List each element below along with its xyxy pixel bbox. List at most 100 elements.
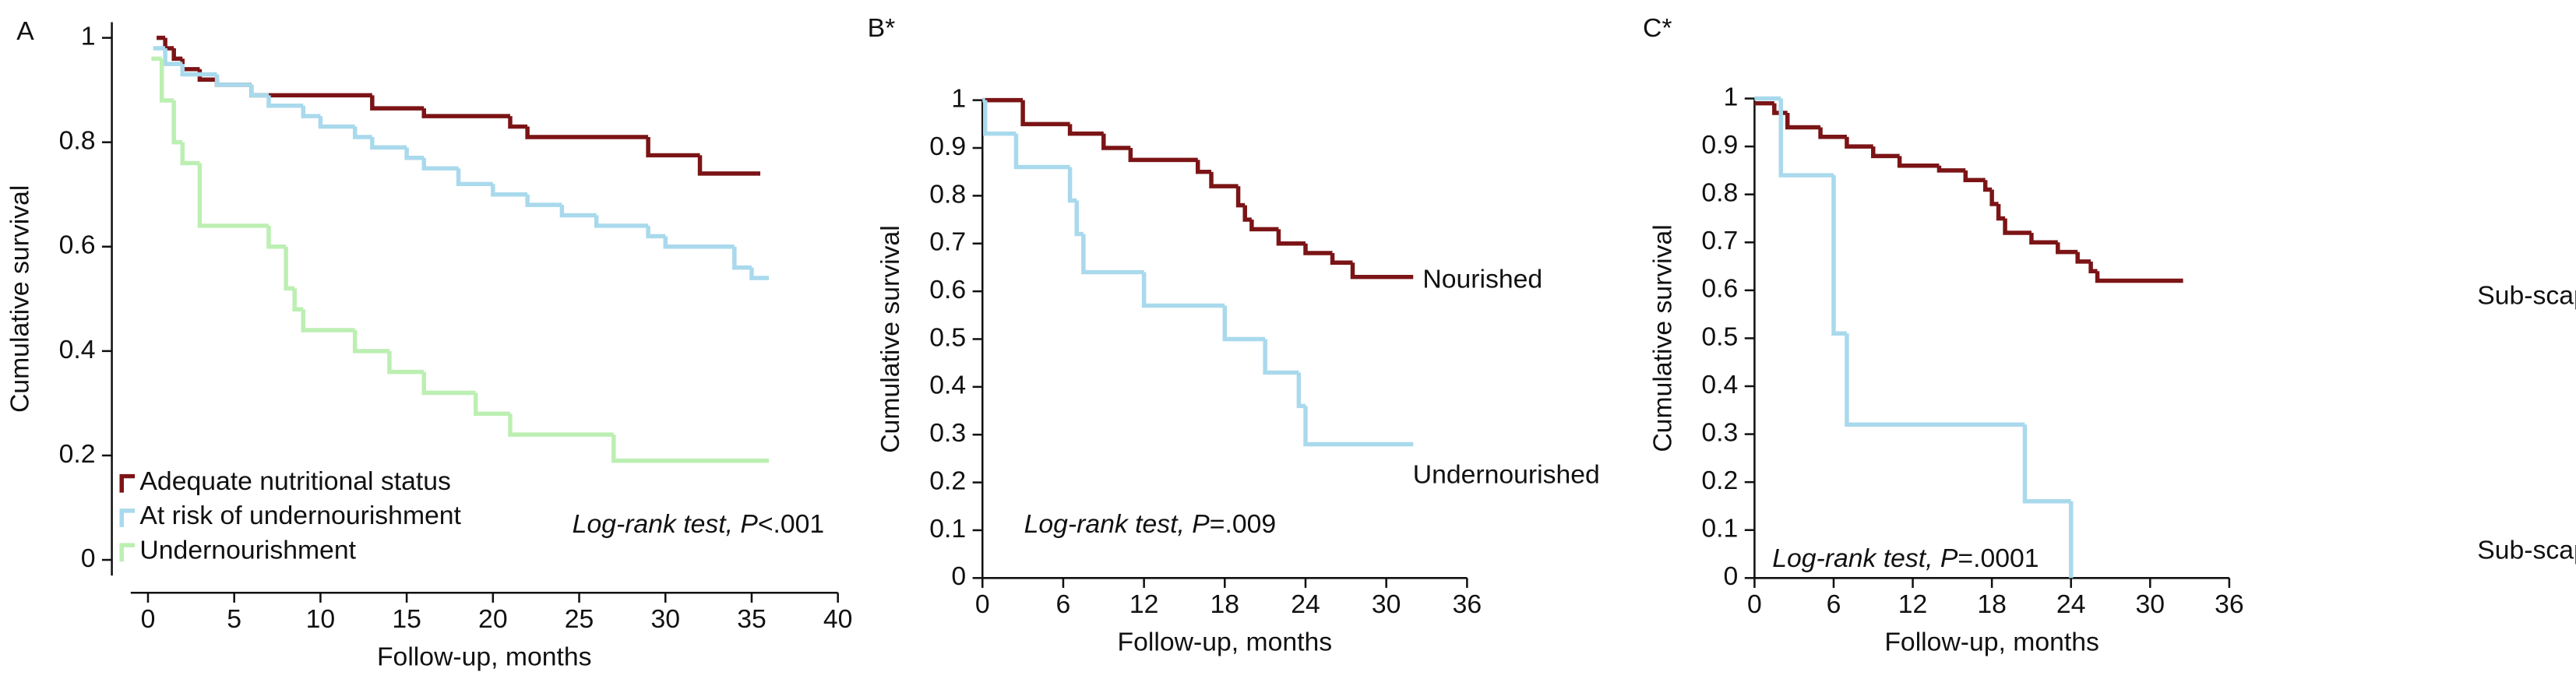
survival-step: [2022, 424, 2071, 504]
survival-step: [163, 47, 183, 66]
y-tick-label: 0: [81, 544, 96, 573]
survival-step: [284, 246, 295, 291]
series-label: Undernourished: [1413, 459, 1600, 489]
panel-label: B*: [868, 13, 896, 43]
survival-step: [1276, 229, 1306, 246]
y-tick-label: 0: [1724, 561, 1739, 591]
y-tick-label: 0.4: [1701, 370, 1738, 399]
x-tick-label: 30: [1372, 589, 1401, 619]
survival-step: [646, 225, 666, 239]
survival-step: [1296, 372, 1306, 409]
survival-step: [1897, 156, 1940, 168]
survival-step: [611, 434, 770, 463]
y-tick-label: 0.4: [59, 335, 96, 364]
survival-step: [2088, 261, 2098, 273]
survival-step: [266, 225, 287, 249]
y-axis-title: Cumulative survival: [876, 225, 905, 452]
legend-swatch: [119, 508, 136, 527]
survival-step: [1778, 98, 1834, 178]
y-tick-label: 0.9: [929, 132, 966, 161]
survival-step: [404, 147, 425, 160]
survival-step: [646, 136, 700, 158]
y-tick-label: 0.5: [1701, 322, 1738, 351]
annotation: Log-rank test, P<.001: [573, 509, 824, 539]
survival-step: [1013, 133, 1070, 170]
y-tick-label: 0.8: [59, 126, 96, 156]
y-axis-title: Cumulative survival: [5, 185, 35, 413]
survival-step: [1996, 204, 2006, 221]
survival-step: [301, 309, 355, 332]
x-axis-title: Follow-up, months: [1118, 628, 1333, 657]
survival-step: [1081, 234, 1144, 275]
survival-step: [387, 350, 425, 375]
y-axis-title: Cumulative survival: [1647, 224, 1677, 452]
survival-step: [456, 168, 493, 187]
x-tick-label: 15: [392, 604, 421, 634]
survival-step: [1074, 200, 1084, 237]
survival-step: [171, 47, 183, 62]
survival-step: [525, 194, 562, 207]
x-tick-label: 6: [1056, 589, 1071, 619]
survival-step: [1831, 175, 1847, 336]
annotation-value: <.001: [758, 509, 824, 539]
y-tick-label: 1: [1724, 82, 1739, 111]
y-tick-label: 0.5: [929, 322, 966, 352]
annotation-italic: Log-rank test, P: [1024, 509, 1210, 539]
survival-step: [2075, 252, 2091, 264]
y-tick-label: 0: [951, 561, 966, 591]
annotation: Log-rank test, P=.0001: [1772, 544, 2039, 573]
survival-step: [180, 64, 217, 77]
survival-step: [2056, 242, 2078, 255]
annotation: Log-rank test, P=.009: [1024, 509, 1276, 539]
survival-step: [525, 126, 649, 139]
survival-step: [1818, 127, 1847, 139]
survival-step: [663, 236, 735, 249]
x-tick-label: 24: [1291, 589, 1320, 619]
survival-step: [2095, 271, 2183, 283]
survival-step: [508, 116, 528, 129]
legend-label: Undernourishment: [139, 535, 356, 565]
survival-step: [1963, 170, 1986, 182]
x-tick-label: 0: [1747, 589, 1762, 619]
x-axis-title: Follow-up, months: [1884, 628, 2099, 657]
y-tick-label: 0.3: [1701, 417, 1738, 447]
survival-step: [301, 105, 321, 118]
survival-step: [1067, 124, 1104, 136]
x-tick-label: 0: [141, 604, 156, 634]
y-tick-label: 0.8: [929, 179, 966, 209]
survival-step: [249, 84, 372, 98]
survival-step: [266, 95, 304, 108]
survival-step: [1020, 100, 1070, 127]
survival-step: [159, 58, 174, 103]
survival-step: [1128, 148, 1198, 163]
series-label: Sub-scapular skinfold p5: [2477, 535, 2576, 565]
survival-step: [352, 330, 389, 354]
y-tick-label: 1: [951, 84, 966, 114]
survival-step: [1772, 103, 1788, 115]
survival-step: [1330, 253, 1353, 266]
series-label: Nourished: [1422, 265, 1542, 294]
x-tick-label: 25: [565, 604, 594, 634]
x-tick-label: 30: [2136, 589, 2165, 619]
survival-step: [1989, 189, 1999, 206]
x-tick-label: 35: [737, 604, 766, 634]
survival-step: [370, 136, 407, 150]
x-tick-label: 24: [2056, 589, 2086, 619]
survival-step: [2003, 218, 2032, 235]
survival-step: [163, 37, 174, 51]
y-tick-label: 0.8: [1701, 178, 1738, 208]
x-tick-label: 10: [306, 604, 336, 634]
y-tick-label: 0.2: [59, 439, 96, 469]
legend-swatch: [119, 543, 136, 562]
survival-step: [594, 215, 649, 228]
survival-step: [249, 84, 269, 98]
survival-step: [171, 100, 183, 145]
survival-step: [1936, 165, 1966, 173]
y-tick-label: 0.1: [929, 514, 966, 544]
y-tick-label: 0.6: [59, 230, 96, 260]
x-tick-label: 18: [1977, 589, 2007, 619]
survival-step: [749, 267, 770, 280]
survival-step: [1871, 146, 1900, 159]
